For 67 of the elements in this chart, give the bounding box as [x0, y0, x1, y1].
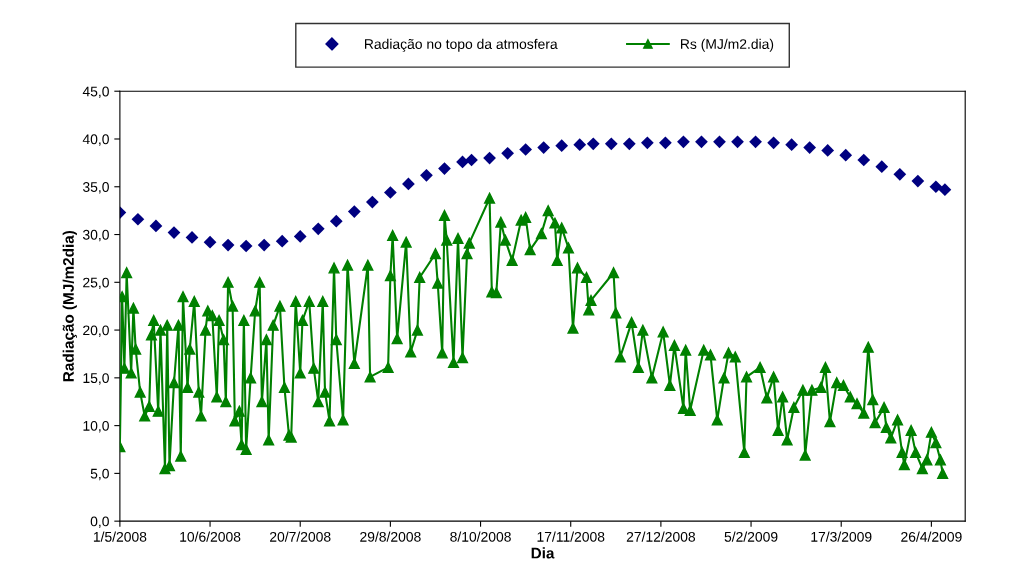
point — [659, 136, 672, 150]
point — [275, 234, 289, 248]
x-tick-label: 5/2/2009 — [724, 531, 778, 542]
point — [604, 137, 618, 151]
legend-label: Rs (MJ/m2.dia) — [681, 38, 774, 52]
point — [749, 135, 762, 149]
point — [537, 141, 551, 154]
point — [695, 135, 708, 149]
point — [347, 205, 361, 218]
y-tick-label: 35,0 — [82, 182, 109, 194]
point — [365, 195, 379, 209]
x-tick-label: 1/5/2008 — [93, 531, 147, 542]
point — [767, 136, 780, 150]
point — [875, 160, 889, 174]
point — [641, 136, 654, 150]
x-tick-label: 10/6/2008 — [180, 531, 241, 542]
point — [257, 238, 271, 252]
x-tick-label: 8/10/2008 — [450, 531, 511, 542]
y-axis-title: Radiação (MJ/m2dia) — [62, 230, 77, 382]
point — [149, 219, 163, 233]
point — [239, 239, 253, 253]
y-tick-label: 0,0 — [90, 516, 109, 528]
point — [911, 174, 925, 188]
point — [929, 180, 943, 194]
point — [384, 186, 397, 199]
point — [938, 183, 952, 196]
point — [555, 139, 569, 153]
point — [329, 214, 343, 228]
point — [221, 238, 235, 252]
point — [293, 230, 307, 243]
legend-label: Radiação no topo da atmosfera — [365, 38, 558, 52]
point — [131, 212, 145, 226]
y-tick-label: 30,0 — [82, 229, 109, 242]
y-tick-label: 15,0 — [83, 373, 109, 385]
x-tick-label: 17/11/2008 — [537, 531, 605, 542]
x-tick-label: 17/3/2009 — [811, 531, 872, 542]
point — [713, 135, 726, 149]
point — [501, 146, 514, 160]
point — [483, 151, 496, 165]
point — [573, 138, 587, 152]
point — [622, 137, 636, 151]
point — [677, 135, 690, 149]
point — [311, 222, 325, 236]
point — [893, 167, 907, 181]
point — [857, 153, 871, 167]
x-tick-label: 20/7/2008 — [270, 531, 331, 542]
y-tick-label: 25,0 — [83, 277, 109, 290]
point — [731, 135, 744, 149]
x-tick-label: 29/8/2008 — [360, 531, 421, 542]
y-tick-label: 10,0 — [83, 420, 109, 433]
y-tick-label: 40,0 — [82, 134, 109, 146]
y-tick-label: 45,0 — [82, 86, 109, 99]
x-axis-title: Dia — [531, 547, 555, 559]
point — [420, 168, 433, 182]
point — [519, 143, 532, 156]
point — [586, 137, 600, 151]
y-tick-label: 20,0 — [83, 325, 109, 337]
point — [839, 148, 853, 162]
x-tick-label: 26/4/2009 — [901, 531, 962, 542]
y-tick-label: 5,0 — [90, 468, 109, 481]
point — [785, 138, 798, 152]
point — [803, 141, 817, 154]
point — [821, 144, 835, 157]
point — [203, 235, 217, 249]
point — [438, 162, 451, 175]
x-tick-label: 27/12/2008 — [626, 531, 696, 542]
point — [402, 177, 415, 191]
